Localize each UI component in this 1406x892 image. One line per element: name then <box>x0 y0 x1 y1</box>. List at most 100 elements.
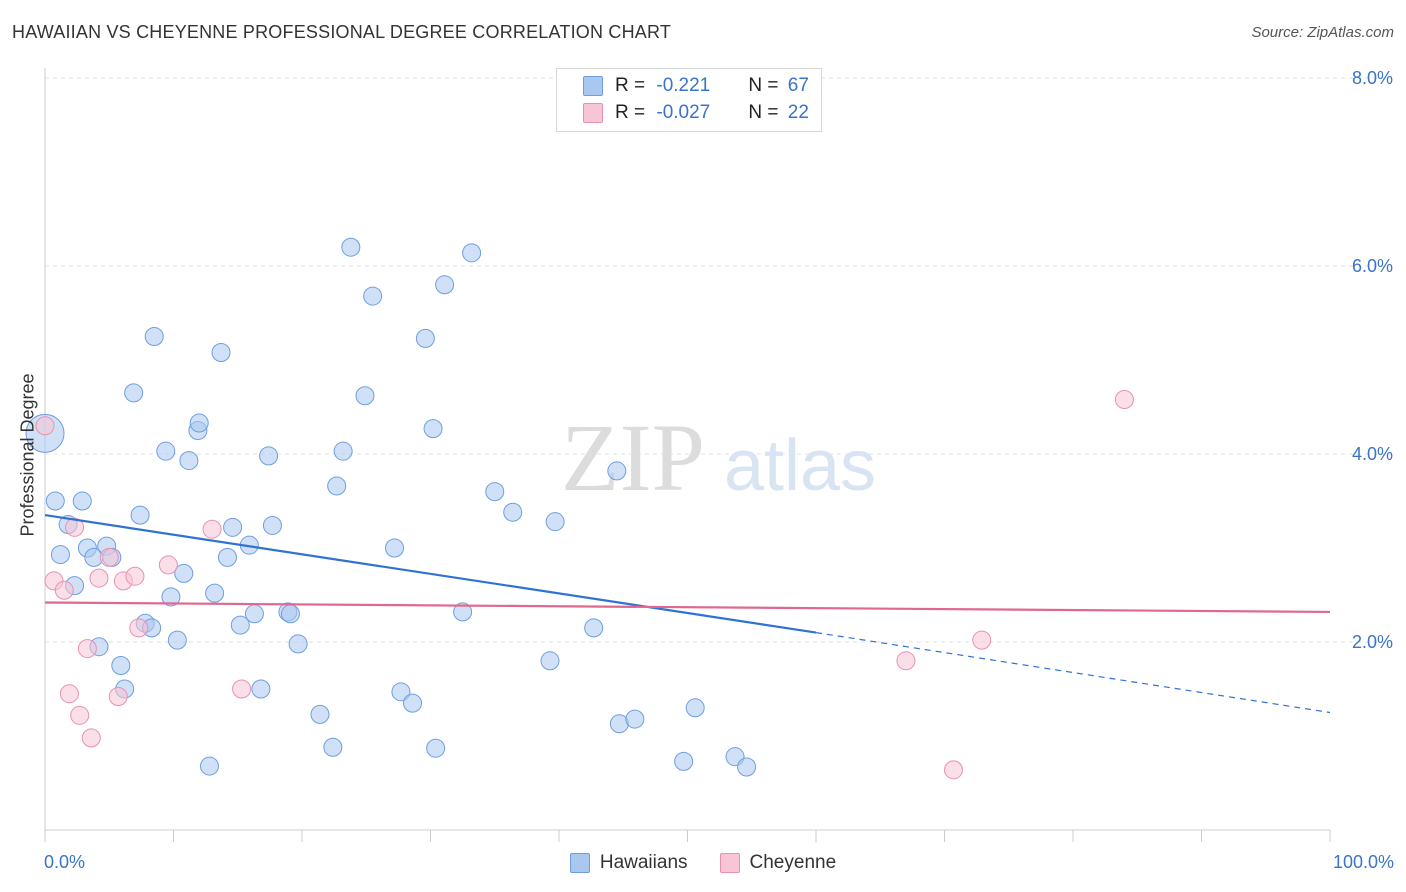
point-hawaiians <box>685 698 705 718</box>
point-hawaiians <box>72 491 92 511</box>
point-hawaiians <box>259 446 279 466</box>
point-hawaiians <box>333 441 353 461</box>
y-tick-label: 6.0% <box>1352 256 1393 276</box>
x-tick-label-min: 0.0% <box>44 852 86 872</box>
point-hawaiians <box>423 419 443 439</box>
point-hawaiians <box>189 413 209 433</box>
point-cheyenne <box>65 517 85 537</box>
point-cheyenne <box>896 651 916 671</box>
legend-box: R = -0.221 N = 67 R = -0.027 N = 22 <box>556 68 822 132</box>
point-hawaiians <box>251 679 271 699</box>
point-hawaiians <box>174 563 194 583</box>
point-hawaiians <box>625 709 645 729</box>
point-hawaiians <box>435 275 455 295</box>
bottom-legend-label: Cheyenne <box>749 852 837 873</box>
point-cheyenne <box>1114 389 1134 409</box>
legend-n-value: 67 <box>787 75 809 96</box>
legend-r-value: -0.027 <box>656 102 711 123</box>
point-hawaiians <box>415 328 435 348</box>
point-hawaiians <box>391 682 411 702</box>
scatter-points <box>25 237 1134 780</box>
point-hawaiians <box>462 243 482 263</box>
point-hawaiians <box>426 738 446 758</box>
point-hawaiians <box>288 634 308 654</box>
chart-title: HAWAIIAN VS CHEYENNE PROFESSIONAL DEGREE… <box>12 22 672 42</box>
point-hawaiians <box>230 615 250 635</box>
point-hawaiians <box>179 451 199 471</box>
point-hawaiians <box>453 602 473 622</box>
point-cheyenne <box>35 416 55 436</box>
trend-line-cheyenne <box>44 601 1331 614</box>
bottom-legend-swatch-hawaiians <box>569 853 590 873</box>
point-cheyenne <box>202 519 222 539</box>
y-axis-label: Professional Degree <box>17 373 38 537</box>
point-hawaiians <box>211 342 231 362</box>
point-hawaiians <box>607 461 627 481</box>
point-hawaiians <box>280 604 300 624</box>
point-hawaiians <box>584 618 604 638</box>
bottom-legend-cheyenne: Cheyenne <box>719 852 837 874</box>
point-cheyenne <box>129 618 149 638</box>
point-hawaiians <box>355 386 375 406</box>
y-tick-labels: 2.0% 4.0% 6.0% 8.0% <box>1352 68 1393 652</box>
point-hawaiians <box>244 604 264 624</box>
point-hawaiians <box>323 737 343 757</box>
trend-line-extension-hawaiians <box>815 632 1331 714</box>
source-label: Source: ZipAtlas.com <box>1251 24 1394 41</box>
y-tick-label: 2.0% <box>1352 632 1393 652</box>
point-cheyenne <box>125 566 145 586</box>
point-hawaiians <box>262 515 282 535</box>
x-ticks <box>44 830 1331 842</box>
point-hawaiians <box>540 651 560 671</box>
point-cheyenne <box>108 687 128 707</box>
watermark-atlas: atlas <box>724 426 876 506</box>
point-hawaiians <box>45 491 65 511</box>
point-cheyenne <box>89 568 109 588</box>
point-cheyenne <box>972 630 992 650</box>
point-cheyenne <box>54 580 74 600</box>
legend-r-label: R = <box>615 75 651 96</box>
point-hawaiians <box>223 517 243 537</box>
y-tick-label: 4.0% <box>1352 444 1393 464</box>
legend-r-label: R = <box>615 102 651 123</box>
point-cheyenne <box>943 760 963 780</box>
legend-row-hawaiians: R = -0.221 N = 67 <box>583 75 809 97</box>
point-hawaiians <box>50 545 70 565</box>
point-hawaiians <box>217 547 237 567</box>
point-hawaiians <box>205 583 225 603</box>
point-hawaiians <box>310 704 330 724</box>
point-hawaiians <box>503 502 523 522</box>
legend-n-label: N = <box>748 75 784 96</box>
x-tick-label-max: 100.0% <box>1332 852 1394 872</box>
point-cheyenne <box>99 547 119 567</box>
point-hawaiians <box>674 751 694 771</box>
point-hawaiians <box>199 756 219 776</box>
point-hawaiians <box>545 512 565 532</box>
point-cheyenne <box>59 684 79 704</box>
point-hawaiians <box>341 237 361 257</box>
point-hawaiians <box>485 482 505 502</box>
point-hawaiians <box>385 538 405 558</box>
point-cheyenne <box>158 555 178 575</box>
legend-n-value: 22 <box>787 102 809 123</box>
point-hawaiians <box>737 757 757 777</box>
watermark-zip: ZIP <box>561 404 705 511</box>
point-cheyenne <box>81 728 101 748</box>
bottom-legend: Hawaiians Cheyenne <box>0 852 1406 874</box>
point-hawaiians <box>403 693 423 713</box>
point-hawaiians <box>144 327 164 346</box>
trend-line-hawaiians <box>44 514 817 634</box>
legend-swatch-cheyenne <box>583 103 603 123</box>
legend-r-value: -0.221 <box>656 75 711 96</box>
point-cheyenne <box>77 639 97 659</box>
gridlines <box>45 77 1392 643</box>
y-tick-label: 8.0% <box>1352 68 1393 88</box>
point-hawaiians <box>111 656 131 675</box>
legend-swatch-hawaiians <box>583 76 603 96</box>
point-cheyenne <box>232 679 252 699</box>
point-cheyenne <box>70 705 90 725</box>
point-hawaiians <box>167 630 187 650</box>
legend-row-cheyenne: R = -0.027 N = 22 <box>583 102 809 124</box>
trend-lines <box>44 514 1331 714</box>
